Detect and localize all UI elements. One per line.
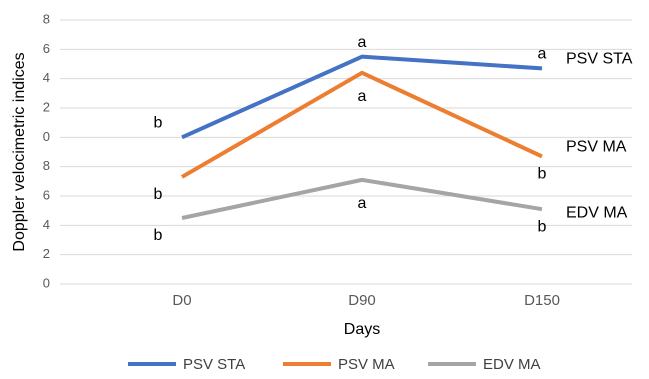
- y-tick-label: 8: [43, 158, 50, 173]
- series-end-label: EDV MA: [566, 204, 628, 221]
- y-axis-title: Doppler velocimetric indices: [11, 52, 28, 251]
- line: [181, 177, 543, 220]
- y-tick-label: 0: [43, 275, 50, 290]
- point-letter: b: [538, 166, 547, 183]
- x-tick-label: D150: [524, 292, 560, 309]
- y-tick-label: 2: [43, 99, 50, 114]
- line: [181, 54, 543, 140]
- point-letter: b: [154, 115, 163, 132]
- y-tick-label: 6: [43, 187, 50, 202]
- series-end-label: PSV STA: [566, 51, 633, 68]
- line: [180, 70, 543, 179]
- point-letter: b: [154, 227, 163, 244]
- point-letter: a: [358, 195, 367, 212]
- y-tick-label: 8: [43, 11, 50, 26]
- point-letter: a: [538, 46, 547, 63]
- x-axis-title: Days: [344, 321, 380, 338]
- legend-label: PSV MA: [338, 356, 395, 373]
- y-tick-label: 6: [43, 41, 50, 56]
- x-tick-label: D0: [172, 292, 191, 309]
- legend-label: PSV STA: [183, 356, 245, 373]
- y-tick-label: 4: [43, 70, 50, 85]
- y-tick-label: 4: [43, 217, 50, 232]
- x-tick-label: D90: [348, 292, 376, 309]
- point-letter: a: [358, 88, 367, 105]
- series-end-label: PSV MA: [566, 139, 627, 156]
- point-letter: a: [358, 34, 367, 51]
- legend-label: EDV MA: [483, 356, 541, 373]
- point-letter: b: [154, 186, 163, 203]
- y-tick-label: 2: [43, 246, 50, 261]
- y-tick-label: 0: [43, 129, 50, 144]
- point-letter: b: [538, 218, 547, 235]
